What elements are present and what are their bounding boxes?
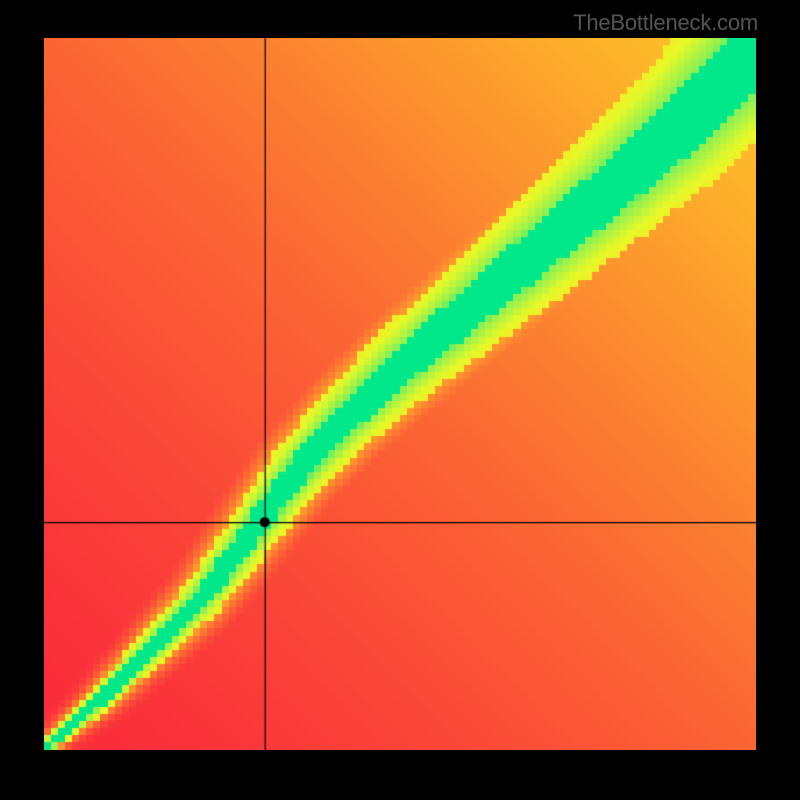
heatmap-canvas — [44, 38, 756, 750]
watermark-text: TheBottleneck.com — [573, 10, 758, 36]
chart-frame: { "watermark": { "text": "TheBottleneck.… — [0, 0, 800, 800]
heatmap-plot — [44, 38, 756, 750]
